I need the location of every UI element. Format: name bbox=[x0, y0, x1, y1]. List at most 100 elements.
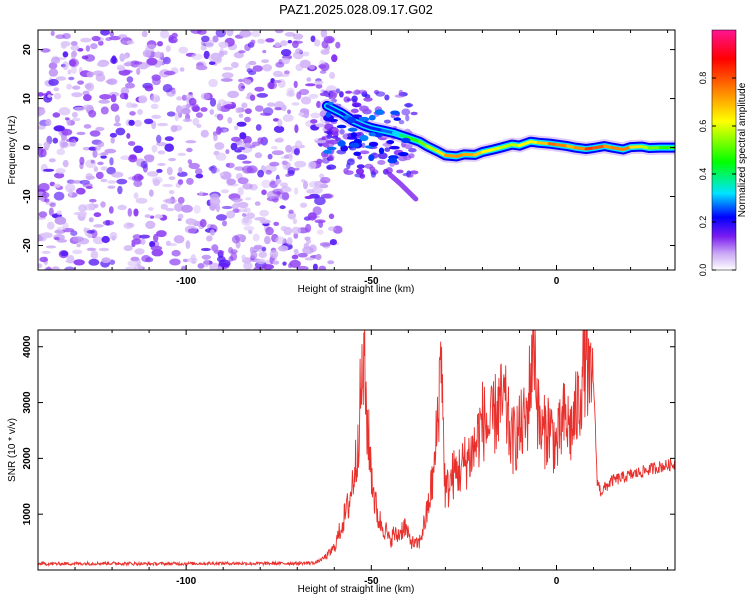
noise-blob bbox=[168, 190, 175, 195]
noise-blob bbox=[185, 218, 196, 225]
noise-blob bbox=[65, 183, 76, 193]
noise-blob bbox=[269, 249, 279, 259]
noise-blob bbox=[100, 152, 109, 156]
noise-blob bbox=[71, 65, 77, 74]
noise-blob bbox=[277, 118, 283, 127]
noise-blob bbox=[46, 221, 55, 230]
noise-blob bbox=[238, 113, 244, 118]
noise-blob bbox=[56, 148, 66, 156]
noise-blob bbox=[286, 87, 295, 94]
signal-blob bbox=[326, 146, 337, 151]
noise-blob bbox=[137, 109, 144, 115]
noise-blob bbox=[162, 183, 174, 188]
noise-blob bbox=[38, 182, 50, 192]
noise-blob bbox=[310, 35, 316, 43]
noise-blob bbox=[265, 226, 274, 236]
noise-blob bbox=[314, 80, 324, 85]
noise-blob bbox=[250, 39, 256, 45]
noise-blob bbox=[194, 168, 203, 175]
noise-blob bbox=[121, 40, 126, 45]
noise-blob bbox=[181, 107, 191, 115]
noise-blob bbox=[326, 164, 337, 170]
noise-blob bbox=[273, 221, 280, 226]
noise-blob bbox=[160, 30, 170, 39]
noise-blob bbox=[140, 160, 148, 169]
noise-blob bbox=[222, 128, 228, 133]
noise-blob bbox=[227, 90, 240, 99]
figure-title: PAZ1.2025.028.09.17.G02 bbox=[279, 2, 433, 17]
noise-blob bbox=[125, 82, 135, 89]
noise-blob bbox=[173, 235, 185, 244]
noise-blob bbox=[328, 154, 335, 161]
noise-blob bbox=[272, 118, 280, 122]
noise-blob bbox=[292, 33, 304, 40]
noise-blob bbox=[151, 120, 157, 130]
noise-blob bbox=[215, 214, 228, 221]
noise-blob bbox=[254, 152, 263, 159]
noise-blob bbox=[238, 82, 245, 92]
noise-blob bbox=[315, 140, 327, 144]
noise-blob bbox=[127, 260, 138, 267]
noise-blob bbox=[226, 178, 237, 186]
noise-blob bbox=[219, 172, 225, 177]
noise-blob bbox=[209, 109, 215, 115]
noise-blob bbox=[331, 54, 338, 63]
noise-blob bbox=[280, 49, 292, 57]
noise-blob bbox=[86, 71, 94, 78]
noise-blob bbox=[274, 107, 283, 111]
noise-blob bbox=[72, 85, 81, 90]
noise-blob bbox=[156, 230, 167, 238]
signal-blob bbox=[387, 157, 398, 164]
noise-blob bbox=[68, 188, 73, 197]
noise-blob bbox=[254, 201, 261, 206]
signal-blob bbox=[327, 118, 338, 123]
noise-blob bbox=[305, 223, 312, 233]
noise-blob bbox=[281, 191, 290, 201]
noise-blob bbox=[281, 57, 290, 65]
signal-blob bbox=[347, 127, 358, 132]
noise-blob bbox=[322, 157, 330, 164]
noise-blob bbox=[150, 94, 161, 103]
noise-blob bbox=[107, 180, 117, 184]
noise-blob bbox=[383, 119, 391, 124]
noise-blob bbox=[285, 144, 292, 153]
spectrogram-signal-layer bbox=[319, 98, 675, 202]
noise-blob bbox=[168, 176, 176, 181]
noise-blob bbox=[139, 234, 151, 239]
noise-blob bbox=[322, 135, 329, 140]
noise-blob bbox=[235, 107, 242, 114]
noise-blob bbox=[188, 162, 200, 170]
noise-blob bbox=[328, 139, 339, 145]
noise-blob bbox=[165, 45, 171, 52]
noise-blob bbox=[287, 211, 297, 220]
signal-track-segment bbox=[499, 143, 514, 150]
noise-blob bbox=[154, 51, 163, 59]
y-tick-label: 3000 bbox=[22, 391, 33, 414]
signal-blob bbox=[378, 147, 385, 155]
y-tick-label: -10 bbox=[22, 189, 33, 204]
noise-blob bbox=[209, 197, 221, 206]
noise-blob bbox=[180, 265, 187, 270]
noise-blob bbox=[136, 175, 144, 181]
noise-blob bbox=[314, 196, 326, 206]
y-tick-label: 1000 bbox=[22, 503, 33, 526]
noise-blob bbox=[115, 127, 126, 136]
signal-blob bbox=[374, 109, 385, 115]
noise-blob bbox=[209, 229, 215, 236]
noise-blob bbox=[109, 231, 118, 241]
noise-blob bbox=[384, 147, 391, 153]
noise-blob bbox=[261, 189, 267, 196]
noise-blob bbox=[209, 97, 217, 107]
noise-blob bbox=[71, 92, 83, 98]
noise-blob bbox=[157, 163, 166, 166]
signal-track-segment bbox=[555, 143, 570, 148]
noise-blob bbox=[176, 96, 183, 101]
noise-blob bbox=[157, 41, 163, 47]
noise-blob bbox=[83, 227, 88, 233]
signal-blob bbox=[347, 116, 356, 124]
noise-blob bbox=[208, 61, 216, 65]
colorbar-tick-label: 0.4 bbox=[698, 168, 708, 181]
noise-blob bbox=[293, 80, 298, 89]
